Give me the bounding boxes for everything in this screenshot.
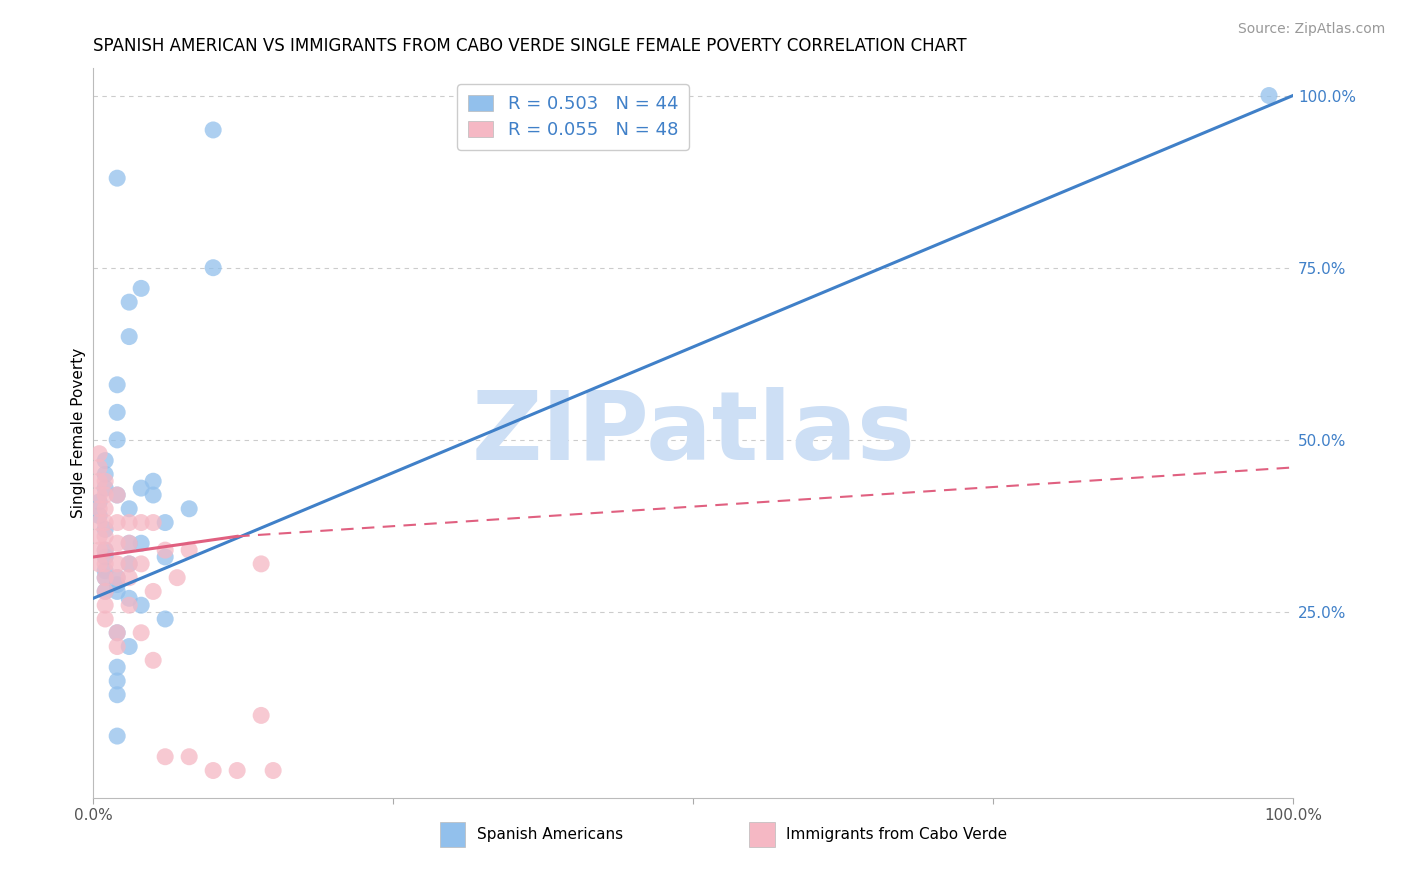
Point bbox=[105, 516, 128, 530]
Point bbox=[105, 584, 128, 599]
Point bbox=[202, 764, 225, 778]
Point bbox=[118, 536, 141, 550]
Point bbox=[89, 495, 111, 509]
Point bbox=[94, 543, 117, 558]
Point bbox=[226, 764, 249, 778]
Point bbox=[250, 557, 273, 571]
Point bbox=[179, 749, 201, 764]
Point bbox=[118, 295, 141, 310]
Point bbox=[105, 571, 128, 585]
Point bbox=[118, 640, 141, 654]
Point bbox=[202, 123, 225, 137]
Point bbox=[94, 467, 117, 482]
Point bbox=[105, 171, 128, 186]
Y-axis label: Single Female Poverty: Single Female Poverty bbox=[72, 348, 86, 518]
Point bbox=[105, 433, 128, 447]
Point bbox=[129, 598, 152, 612]
Point bbox=[94, 501, 117, 516]
Point bbox=[105, 688, 128, 702]
Text: SPANISH AMERICAN VS IMMIGRANTS FROM CABO VERDE SINGLE FEMALE POVERTY CORRELATION: SPANISH AMERICAN VS IMMIGRANTS FROM CABO… bbox=[93, 37, 967, 55]
Point bbox=[89, 543, 111, 558]
Point bbox=[94, 453, 117, 467]
Point bbox=[105, 577, 128, 591]
Point bbox=[94, 549, 117, 564]
Point bbox=[142, 474, 165, 488]
Point bbox=[94, 557, 117, 571]
Point bbox=[129, 536, 152, 550]
Point bbox=[94, 529, 117, 543]
Point bbox=[94, 474, 117, 488]
Point bbox=[1258, 88, 1281, 103]
Point bbox=[118, 557, 141, 571]
Point bbox=[105, 488, 128, 502]
Point bbox=[118, 598, 141, 612]
Point bbox=[94, 571, 117, 585]
Text: ZIPatlas: ZIPatlas bbox=[471, 386, 915, 480]
Point bbox=[94, 598, 117, 612]
Legend: R = 0.503   N = 44, R = 0.055   N = 48: R = 0.503 N = 44, R = 0.055 N = 48 bbox=[457, 85, 689, 150]
Point bbox=[118, 536, 141, 550]
Point bbox=[118, 591, 141, 606]
Point bbox=[89, 557, 111, 571]
Point bbox=[105, 377, 128, 392]
Point bbox=[202, 260, 225, 275]
Point bbox=[142, 488, 165, 502]
Point bbox=[105, 640, 128, 654]
Point bbox=[94, 564, 117, 578]
Point bbox=[94, 571, 117, 585]
Point bbox=[118, 516, 141, 530]
Point bbox=[105, 571, 128, 585]
Point bbox=[118, 571, 141, 585]
Point bbox=[89, 508, 111, 523]
Point bbox=[250, 708, 273, 723]
Point bbox=[179, 501, 201, 516]
Point bbox=[153, 516, 176, 530]
Point bbox=[129, 557, 152, 571]
Point bbox=[89, 447, 111, 461]
Point bbox=[89, 529, 111, 543]
Point bbox=[153, 612, 176, 626]
Point bbox=[89, 460, 111, 475]
Point bbox=[105, 488, 128, 502]
Point bbox=[89, 516, 111, 530]
Point bbox=[118, 329, 141, 343]
Point bbox=[129, 516, 152, 530]
Point bbox=[129, 281, 152, 295]
Point bbox=[89, 501, 111, 516]
Point bbox=[153, 543, 176, 558]
Point bbox=[129, 625, 152, 640]
Point bbox=[105, 405, 128, 419]
Point bbox=[153, 549, 176, 564]
Point bbox=[153, 749, 176, 764]
Point bbox=[105, 660, 128, 674]
Point bbox=[118, 557, 141, 571]
Point bbox=[105, 557, 128, 571]
Point bbox=[105, 625, 128, 640]
Text: Immigrants from Cabo Verde: Immigrants from Cabo Verde bbox=[786, 827, 1007, 842]
Point bbox=[94, 488, 117, 502]
Point bbox=[89, 474, 111, 488]
Point bbox=[94, 523, 117, 537]
Point bbox=[179, 543, 201, 558]
Text: Source: ZipAtlas.com: Source: ZipAtlas.com bbox=[1237, 22, 1385, 37]
Point bbox=[142, 584, 165, 599]
Point bbox=[94, 516, 117, 530]
Point bbox=[105, 625, 128, 640]
Point bbox=[142, 516, 165, 530]
Point bbox=[166, 571, 188, 585]
Point bbox=[142, 653, 165, 667]
Point bbox=[105, 536, 128, 550]
Point bbox=[94, 584, 117, 599]
Point bbox=[94, 584, 117, 599]
Point bbox=[105, 673, 128, 688]
Point bbox=[105, 729, 128, 743]
Point bbox=[94, 612, 117, 626]
Point bbox=[94, 481, 117, 495]
Point bbox=[262, 764, 284, 778]
Point bbox=[94, 543, 117, 558]
Point bbox=[129, 481, 152, 495]
Point bbox=[118, 501, 141, 516]
Text: Spanish Americans: Spanish Americans bbox=[477, 827, 623, 842]
Point bbox=[89, 488, 111, 502]
